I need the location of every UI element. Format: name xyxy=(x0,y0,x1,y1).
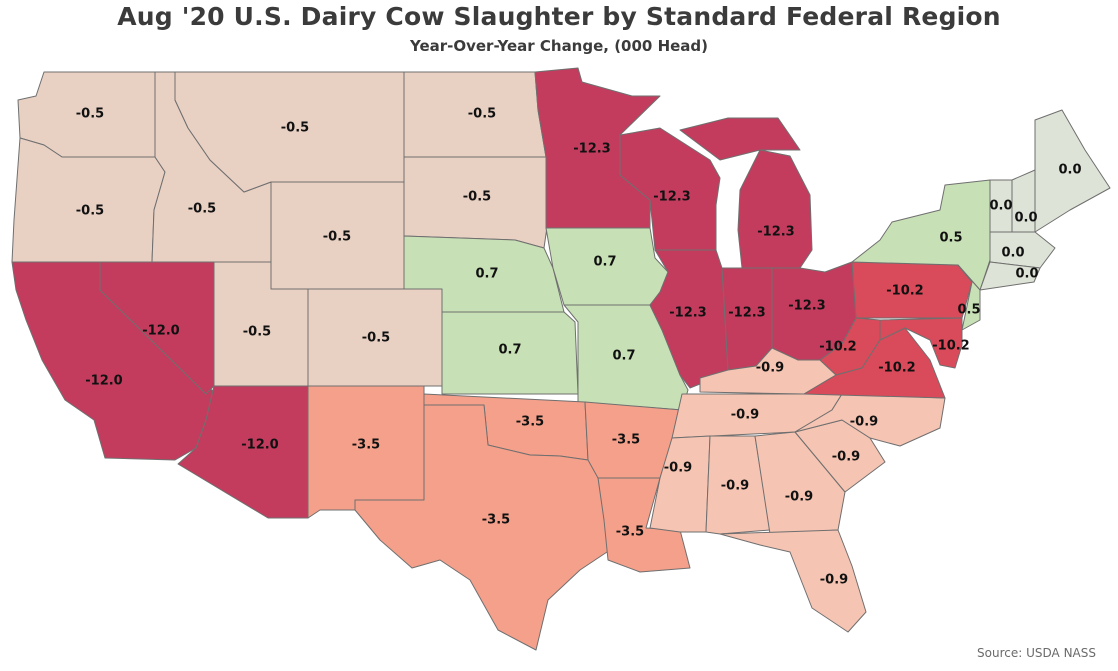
state-al[interactable] xyxy=(705,435,771,535)
label-md: -10.2 xyxy=(932,339,969,354)
label-mo: 0.7 xyxy=(612,349,635,364)
label-wy: -0.5 xyxy=(323,230,351,245)
label-ia: 0.7 xyxy=(593,255,616,270)
label-az: -12.0 xyxy=(241,438,278,453)
state-ks[interactable] xyxy=(441,311,579,395)
label-ny: 0.5 xyxy=(939,231,962,246)
label-mn: -12.3 xyxy=(573,142,610,157)
label-sc: -0.9 xyxy=(832,450,860,465)
state-ct[interactable] xyxy=(979,261,1041,291)
state-mi[interactable] xyxy=(679,117,813,269)
label-co: -0.5 xyxy=(362,331,390,346)
label-nd: -0.5 xyxy=(468,107,496,122)
label-nm: -3.5 xyxy=(352,438,380,453)
label-ca: -12.0 xyxy=(85,374,122,389)
label-wa: -0.5 xyxy=(76,107,104,122)
state-tx[interactable] xyxy=(354,404,611,651)
state-me[interactable] xyxy=(1034,109,1111,233)
label-nh: 0.0 xyxy=(1014,211,1037,226)
label-vt: 0.0 xyxy=(989,199,1012,214)
label-ky: -0.9 xyxy=(756,361,784,376)
state-ga[interactable] xyxy=(754,431,846,535)
label-oh: -12.3 xyxy=(788,299,825,314)
label-sd: -0.5 xyxy=(463,190,491,205)
state-ma[interactable] xyxy=(989,231,1056,269)
label-me: 0.0 xyxy=(1058,163,1081,178)
label-mt: -0.5 xyxy=(281,121,309,136)
label-tx: -3.5 xyxy=(482,513,510,528)
label-ks: 0.7 xyxy=(498,343,521,358)
label-ms: -0.9 xyxy=(664,461,692,476)
state-md[interactable] xyxy=(879,317,963,369)
state-nc[interactable] xyxy=(794,393,946,447)
state-nj[interactable] xyxy=(957,264,981,331)
label-nv: -12.0 xyxy=(142,324,179,339)
state-fl[interactable] xyxy=(719,529,867,633)
label-ct: 0.0 xyxy=(1015,267,1038,282)
label-wi: -12.3 xyxy=(653,190,690,205)
label-nc: -0.9 xyxy=(850,415,878,430)
state-il[interactable] xyxy=(649,249,729,389)
label-or: -0.5 xyxy=(76,204,104,219)
state-la[interactable] xyxy=(597,477,691,573)
chart-subtitle: Year-Over-Year Change, (000 Head) xyxy=(409,37,709,55)
source-note: Source: USDA NASS xyxy=(977,646,1096,660)
label-il: -12.3 xyxy=(669,306,706,321)
label-wv: -10.2 xyxy=(819,340,856,355)
label-ok: -3.5 xyxy=(516,415,544,430)
label-al: -0.9 xyxy=(721,479,749,494)
label-ne: 0.7 xyxy=(475,267,498,282)
label-in: -12.3 xyxy=(728,306,765,321)
label-va: -10.2 xyxy=(878,361,915,376)
label-mi: -12.3 xyxy=(757,225,794,240)
label-id: -0.5 xyxy=(188,202,216,217)
label-nj: 0.5 xyxy=(957,303,980,318)
label-la: -3.5 xyxy=(616,525,644,540)
chart-title: Aug '20 U.S. Dairy Cow Slaughter by Stan… xyxy=(117,2,1001,31)
label-ga: -0.9 xyxy=(785,490,813,505)
state-ky[interactable] xyxy=(699,347,837,395)
label-ut: -0.5 xyxy=(243,325,271,340)
label-tn: -0.9 xyxy=(731,408,759,423)
state-or[interactable] xyxy=(11,137,166,263)
label-ma: 0.0 xyxy=(1001,246,1024,261)
label-pa: -10.2 xyxy=(886,284,923,299)
label-fl: -0.9 xyxy=(820,573,848,588)
state-nv[interactable] xyxy=(99,261,215,395)
label-ar: -3.5 xyxy=(612,433,640,448)
state-wi[interactable] xyxy=(619,127,721,251)
